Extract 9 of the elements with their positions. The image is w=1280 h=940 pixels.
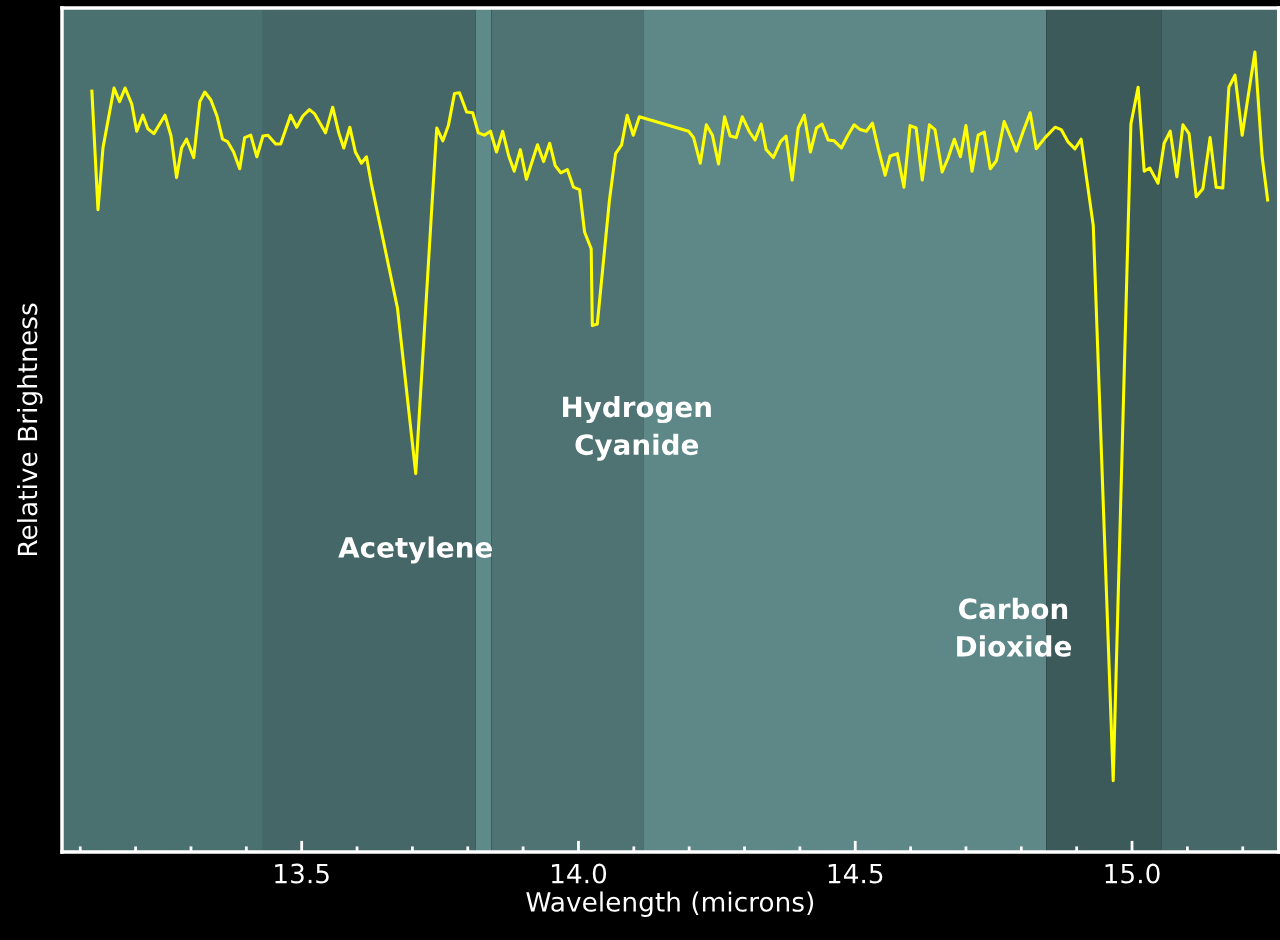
y-axis-title: Relative Brightness xyxy=(17,303,43,556)
annotation: Acetylene xyxy=(338,536,492,564)
x-tick-label: 15.0 xyxy=(1105,863,1160,884)
x-axis-title: Wavelength (microns) xyxy=(526,891,814,917)
annotation: Carbon Dioxide xyxy=(957,597,1072,657)
x-tick-label: 13.5 xyxy=(275,863,329,884)
annotation: Hydrogen Cyanide xyxy=(563,396,711,461)
x-tick-label: 14.0 xyxy=(551,863,607,884)
x-tick-label: 14.5 xyxy=(828,863,883,884)
